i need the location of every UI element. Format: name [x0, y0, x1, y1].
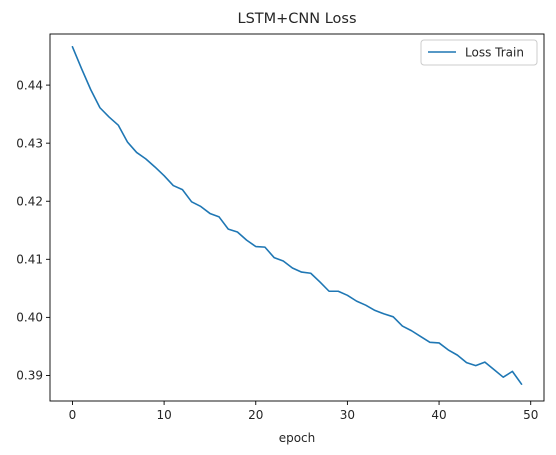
series-layer	[71, 45, 523, 385]
axes-frame	[49, 33, 545, 402]
y-tick-label: 0.39	[16, 369, 43, 383]
y-axis: 0.39 0.40 0.41 0.42 0.43 0.44	[16, 78, 50, 383]
x-tick-label: 30	[340, 408, 355, 422]
chart-title: LSTM+CNN Loss	[237, 11, 356, 27]
series-line-loss-train	[71, 45, 523, 385]
legend-box	[420, 39, 538, 66]
legend-label-loss-train: Loss Train	[465, 46, 524, 60]
x-axis-label: epoch	[279, 431, 316, 445]
y-tick-label: 0.41	[16, 253, 43, 267]
y-tick-label: 0.44	[16, 78, 43, 92]
x-tick-label: 50	[523, 408, 538, 422]
x-tick-label: 0	[69, 408, 77, 422]
y-tick-label: 0.40	[16, 311, 43, 325]
legend: Loss Train	[420, 39, 538, 66]
plot-area: 0 10 20 30 40 50 0.39 0.40 0.41 0.42 0.43 0.44	[16, 33, 545, 422]
x-tick-label: 20	[248, 408, 263, 422]
y-tick-label: 0.43	[16, 136, 43, 150]
y-tick-label: 0.42	[16, 194, 43, 208]
x-tick-label: 10	[156, 408, 171, 422]
x-tick-label: 40	[431, 408, 446, 422]
x-axis: 0 10 20 30 40 50	[69, 401, 538, 422]
